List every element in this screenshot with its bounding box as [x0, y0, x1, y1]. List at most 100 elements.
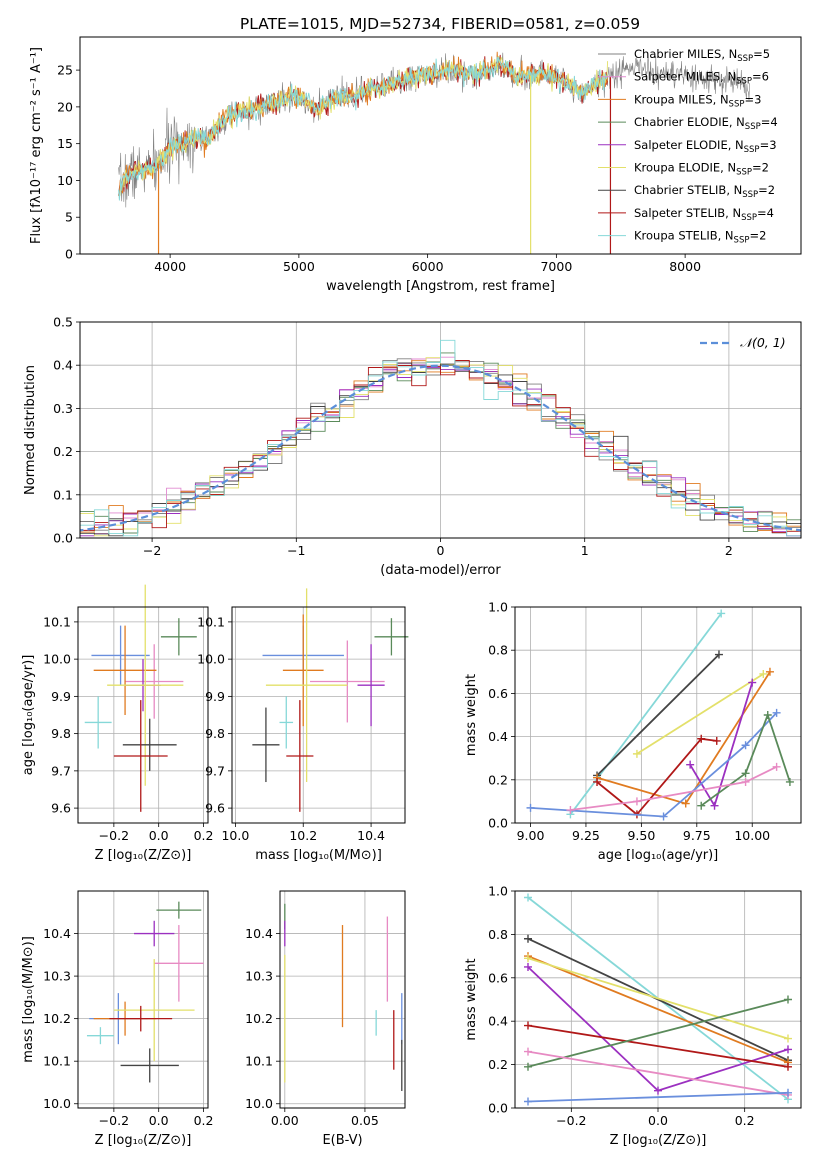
weight-marker [524, 1097, 532, 1106]
x-tick-label: 0.00 [271, 1113, 299, 1128]
x-tick-label: 1 [581, 543, 589, 558]
spectrum-legend: Chabrier MILES, NSSP=5 Salpeter MILES, NS… [598, 47, 778, 246]
histograms [80, 339, 801, 537]
y-tick-label: 0.6 [488, 970, 508, 985]
weight-marker [524, 1062, 532, 1071]
y-tick-label: 0.4 [53, 358, 73, 373]
weight-marker [593, 777, 602, 786]
age_vs_mass-panel: 10.0 10.2 10.4 9.6 9.7 9.8 9.9 10.0 10.1 mass [lo… [197, 588, 409, 863]
legend-label: Kroupa STELIB, NSSP=2 [634, 229, 766, 246]
weight-marker [784, 1062, 792, 1071]
x-tick-label: 6000 [412, 259, 444, 274]
weight-marker [741, 741, 750, 750]
legend-label: Chabrier MILES, NSSP=5 [634, 47, 770, 64]
weight-marker [697, 734, 706, 743]
weight-line [527, 955, 789, 1064]
errorbars [84, 584, 197, 812]
age_vs_Z-panel: −0.2 0.0 0.2 9.6 9.7 9.8 9.9 10.0 10.1 Z [log₁₀(Z… [21, 584, 214, 863]
x-axis-label: Z [log₁₀(Z/Z⊙)] [95, 1133, 192, 1148]
figure-title: PLATE=1015, MJD=52734, FIBERID=0581, z=0… [240, 15, 640, 33]
x-tick-label: 0.2 [735, 1113, 755, 1128]
legend-label: Salpeter MILES, NSSP=6 [634, 70, 769, 87]
weight-marker [524, 1047, 532, 1056]
weight-line [527, 1024, 789, 1068]
y-tick-label: 0.1 [53, 487, 73, 502]
x-tick-label: 0 [437, 543, 445, 558]
weight-line [527, 1091, 789, 1103]
y-tick-label: 9.7 [51, 763, 71, 778]
y-tick-label: 0.8 [488, 927, 508, 942]
weight-marker [654, 1086, 662, 1095]
weight_vs_age-panel: 9.00 9.25 9.50 9.75 10.00 0.0 0.2 0.4 0.6 0.8 1.0 a… [464, 600, 802, 863]
x-tick-label: −0.2 [556, 1113, 586, 1128]
y-tick-label: 10.3 [43, 969, 71, 984]
y-tick-label: 25 [57, 63, 73, 78]
axes-frame [231, 606, 406, 824]
y-tick-label: 0.0 [488, 1101, 508, 1116]
weight-marker [763, 711, 772, 719]
weight-line [596, 653, 720, 777]
weight-marker [784, 1088, 792, 1097]
histogram-step [80, 339, 801, 537]
x-tick-label: −1 [287, 543, 305, 558]
axes-frame [279, 890, 406, 1109]
weight-marker [748, 678, 757, 687]
weight-marker [524, 934, 532, 943]
x-tick-label: 10.4 [357, 828, 385, 843]
y-tick-label: 10.4 [245, 926, 273, 941]
x-tick-label: 4000 [154, 259, 186, 274]
y-tick-label: 9.6 [205, 801, 225, 816]
legend-label: Salpeter STELIB, NSSP=4 [634, 206, 774, 223]
x-axis-label: E(B-V) [322, 1133, 362, 1148]
y-tick-label: 10.0 [197, 652, 225, 667]
weight-marker [710, 801, 719, 810]
axes-frame [514, 606, 802, 824]
x-axis-label: (data-model)/error [380, 563, 501, 578]
y-tick-label: 0.3 [53, 401, 73, 416]
y-tick-label: 9.8 [205, 726, 225, 741]
residuals-panel: −2 −1 0 1 2 0.0 0.1 0.2 0.3 0.4 0.5 (data-model)/er… [23, 315, 802, 578]
weight-marker [785, 777, 794, 786]
weight-line [596, 671, 771, 805]
x-axis-label: mass [log₁₀(M/M⊙)] [255, 848, 382, 863]
model-line [118, 56, 608, 201]
weight-line [636, 673, 764, 755]
spectrum-lines [118, 51, 750, 254]
y-tick-label: 10.4 [43, 926, 71, 941]
legend-label: Chabrier ELODIE, NSSP=4 [634, 115, 778, 132]
y-tick-label: 10.3 [245, 969, 273, 984]
x-tick-label: 5000 [283, 259, 315, 274]
weight-marker [632, 749, 641, 758]
x-tick-label: 0.05 [351, 1113, 379, 1128]
weight-marker [632, 797, 641, 806]
axes-frame [514, 890, 802, 1109]
weight-marker [765, 667, 774, 676]
weight-line [527, 1050, 789, 1096]
x-axis-label: Z [log₁₀(Z/Z⊙)] [95, 848, 192, 863]
axes-frame [79, 321, 802, 539]
weight-marker [524, 1021, 532, 1030]
weight-line [530, 712, 778, 818]
weight-lines [526, 609, 794, 821]
y-tick-label: 9.6 [51, 801, 71, 816]
y-tick-label: 0.6 [488, 686, 508, 701]
weight-marker [524, 962, 532, 971]
y-axis-label: mass [log₁₀(M/M⊙)] [21, 936, 36, 1063]
weight-marker [784, 1045, 792, 1054]
y-tick-label: 9.9 [51, 689, 71, 704]
y-axis-label: mass weight [464, 958, 479, 1040]
y-tick-label: 9.9 [205, 689, 225, 704]
weight-marker [784, 995, 792, 1004]
y-tick-label: 10.1 [43, 1054, 71, 1069]
weight-marker [741, 769, 750, 778]
x-tick-label: 10.2 [289, 828, 317, 843]
weight-marker [686, 760, 695, 769]
mass_vs_EBV-panel: 0.00 0.05 10.0 10.1 10.2 10.3 10.4 E(B-V) [245, 890, 406, 1148]
residuals-legend: 𝒩(0, 1) [700, 335, 786, 350]
y-tick-label: 10 [57, 173, 73, 188]
x-tick-label: 9.25 [572, 828, 600, 843]
x-tick-label: 0.2 [194, 828, 214, 843]
x-tick-label: 9.75 [683, 828, 711, 843]
x-tick-label: 7000 [540, 259, 572, 274]
